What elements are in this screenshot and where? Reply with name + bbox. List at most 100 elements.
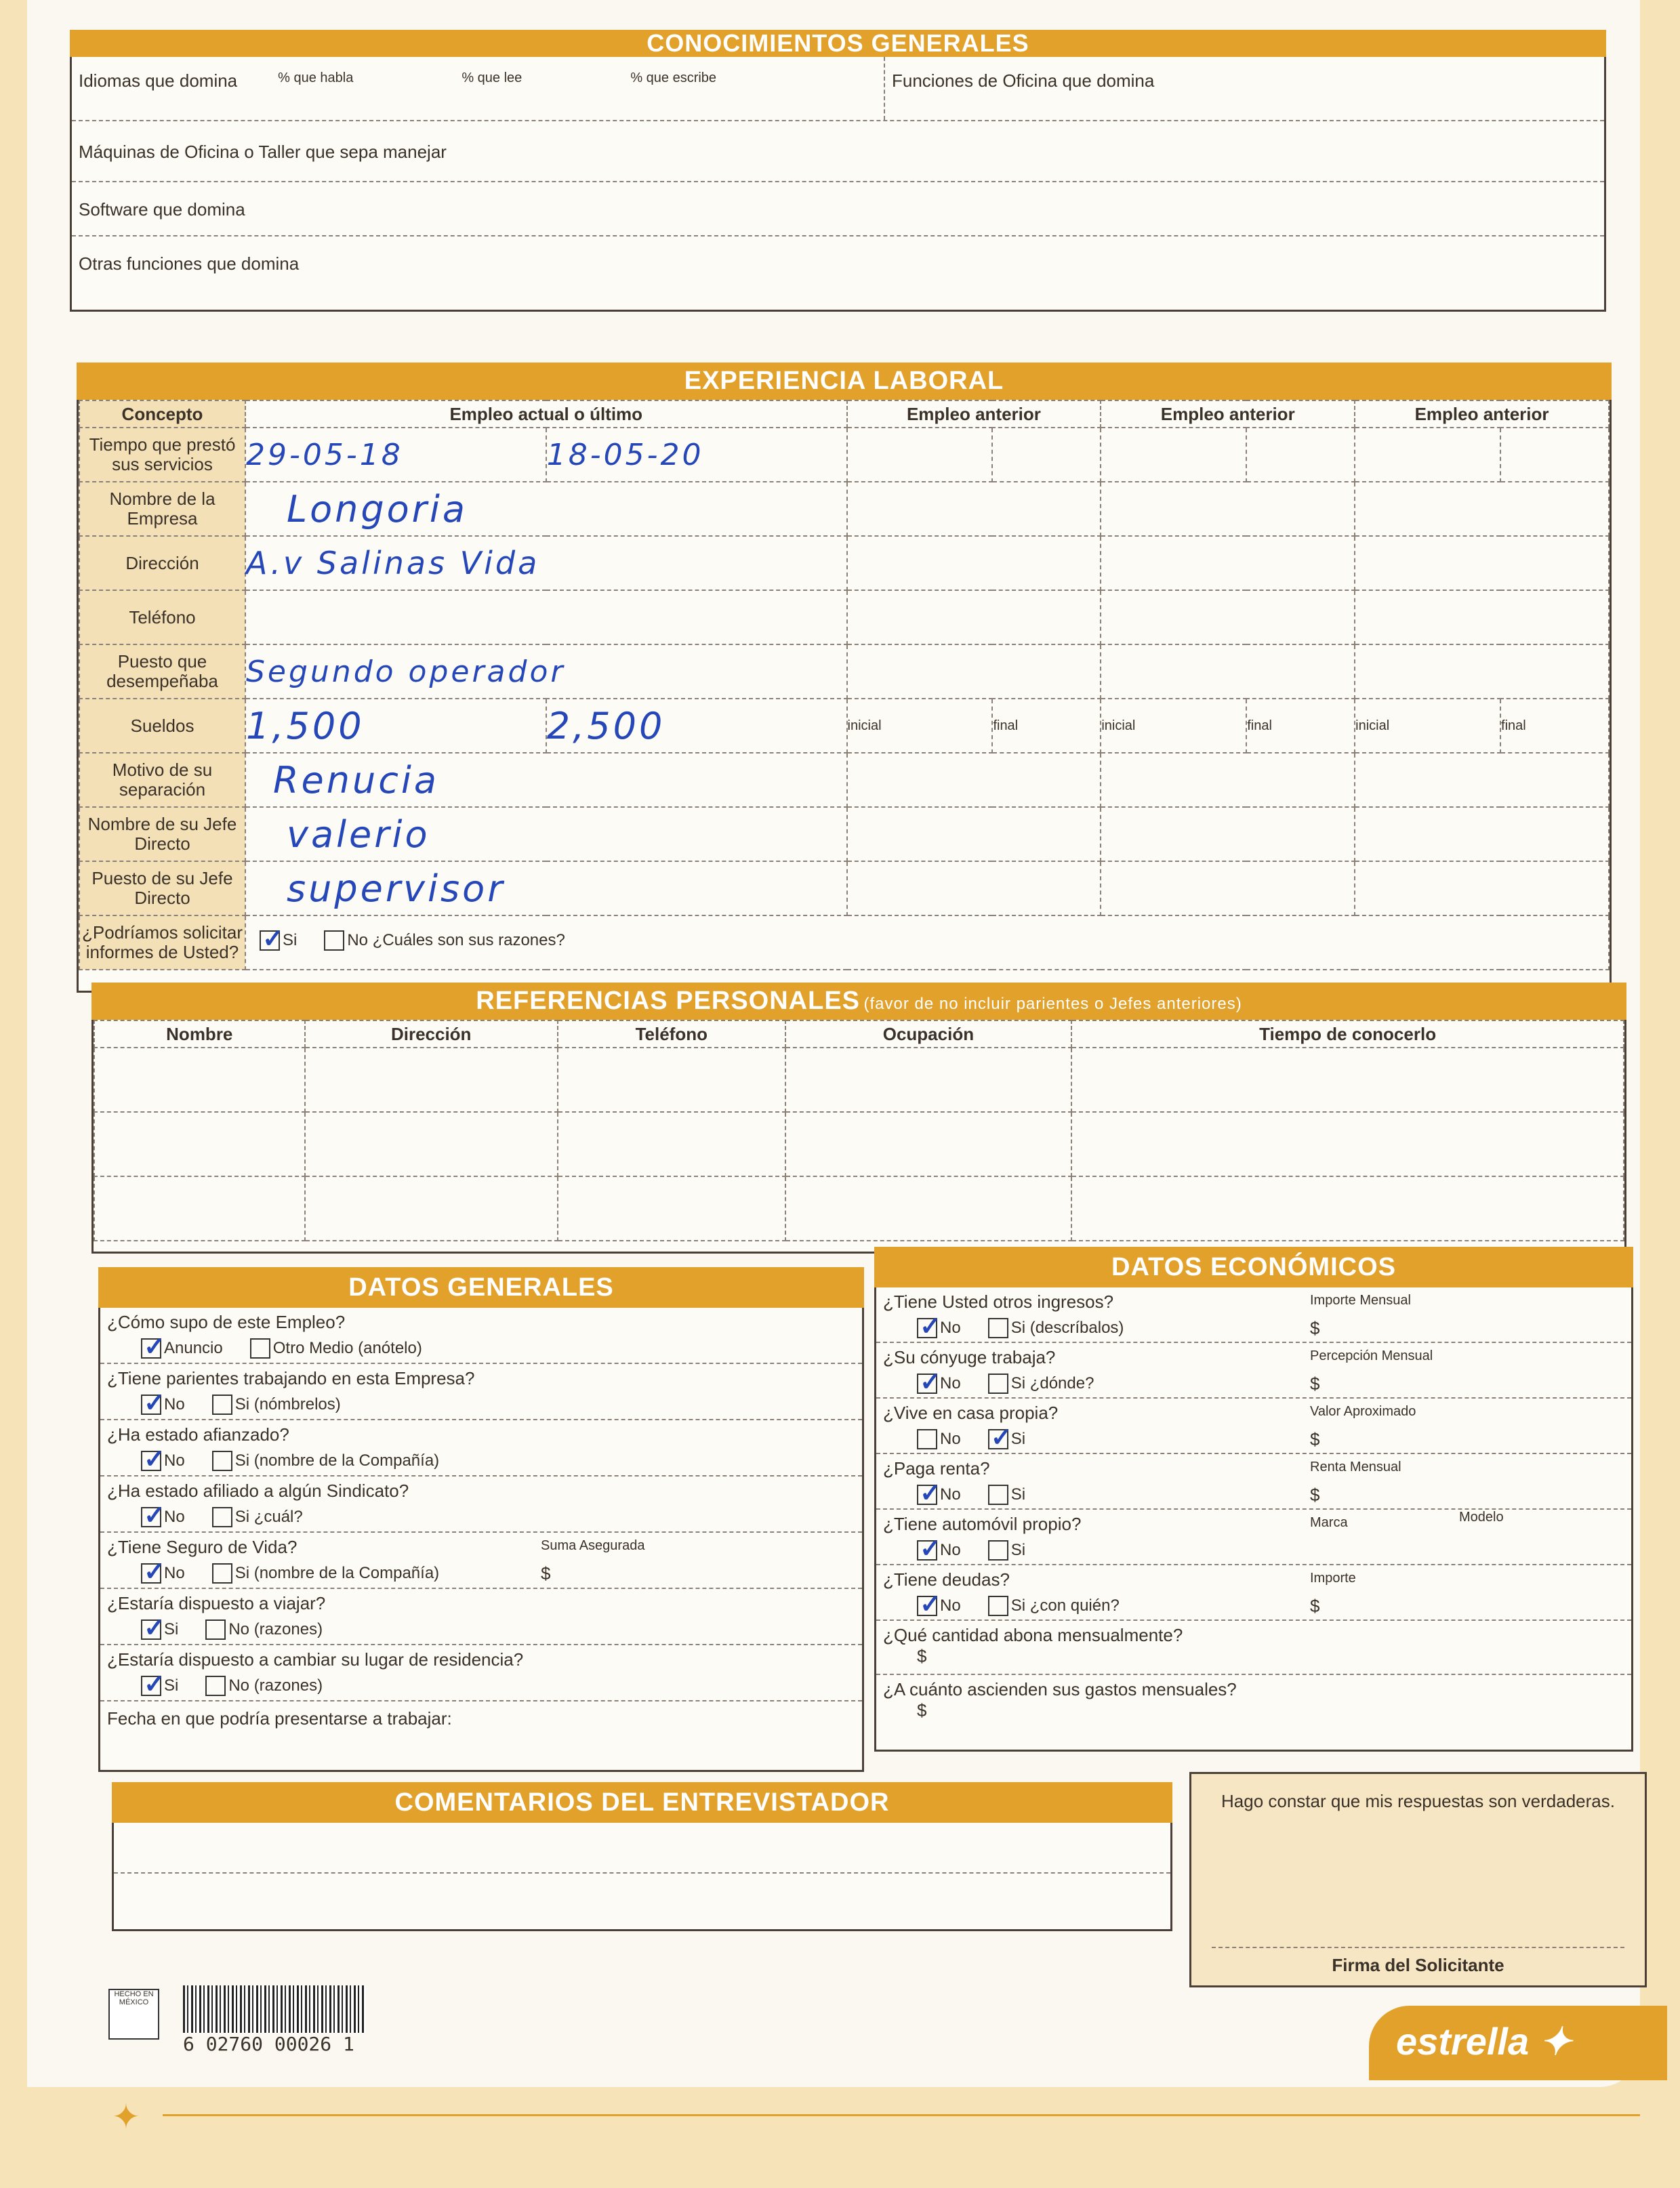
ant1-inicial: inicial [846,698,993,754]
actual-telefono[interactable] [245,590,848,645]
datos-generales-section: DATOS GENERALES ¿Cómo supo de este Emple… [98,1267,864,1772]
table-row[interactable] [94,1176,1624,1241]
row-label-sueldos: Sueldos [79,698,246,754]
informes-no-checkbox[interactable]: No ¿Cuáles son sus razones? [324,930,565,951]
option-checkbox[interactable]: Si ¿dónde? [987,1374,1094,1394]
gastos-field[interactable]: ¿A cuánto ascienden sus gastos mensuales… [883,1679,1237,1720]
referencias-section: REFERENCIAS PERSONALES (favor de no incl… [91,983,1626,1254]
star-icon: ✦ [112,2098,140,2136]
firma-label: Firma del Solicitante [1332,1955,1504,1975]
option-checkbox[interactable]: No [917,1533,961,1564]
otras-label: Otras funciones que domina [79,253,300,274]
question-label: ¿Tiene parientes trabajando en esta Empr… [107,1368,475,1388]
question-label: ¿Estaría dispuesto a viajar? [107,1593,326,1613]
amount-field[interactable]: $ [1310,1596,1320,1616]
actual-a[interactable]: 18-05-20 [545,427,848,482]
option-checkbox[interactable]: Si (descríbalos) [987,1318,1124,1338]
option-checkbox[interactable]: Si (nómbrelos) [211,1395,341,1415]
estrella-logo: estrella [1396,2020,1530,2063]
fecha-presentarse-field[interactable]: Fecha en que podría presentarse a trabaj… [107,1708,452,1729]
option-checkbox[interactable]: No (razones) [205,1676,323,1696]
option-checkbox[interactable]: Si [987,1422,1025,1453]
amount-field[interactable]: $ [1310,1374,1320,1394]
option-checkbox[interactable]: No [141,1500,185,1531]
question-label: ¿Vive en casa propia? [883,1403,1059,1423]
row-label-direccion: Dirección [79,535,246,591]
amount-field[interactable]: $ [1310,1485,1320,1505]
option-checkbox[interactable]: Si [141,1613,178,1643]
row-label-jefe: Nombre de su Jefe Directo [79,806,246,862]
table-row[interactable] [94,1111,1624,1177]
firma-section: Hago constar que mis respuestas son verd… [1189,1772,1647,1987]
ant1-a[interactable] [991,427,1102,482]
datos-economicos-section: DATOS ECONÓMICOS ¿Tiene Usted otros ingr… [874,1247,1633,1752]
software-field[interactable]: Software que domina [72,182,1604,236]
option-checkbox[interactable]: No [917,1367,961,1397]
amount-label: Marca [1310,1515,1348,1530]
option-checkbox[interactable]: Anuncio [141,1332,223,1362]
option-checkbox[interactable]: No [917,1311,961,1342]
option-checkbox[interactable]: No (razones) [205,1619,323,1640]
option-checkbox[interactable]: No [917,1589,961,1619]
question-row: ¿Tiene Seguro de Vida?No Si (nombre de la… [100,1533,862,1589]
otras-field[interactable]: Otras funciones que domina [72,236,1604,291]
option-checkbox[interactable]: Si ¿con quién? [987,1596,1120,1616]
amount-label: Renta Mensual [1310,1460,1401,1474]
question-row: ¿Su cónyuge trabaja?No Si ¿dónde? Percepci… [876,1343,1631,1399]
option-checkbox[interactable]: No [917,1429,961,1449]
actual-de[interactable]: 29-05-18 [245,427,547,482]
question-row: ¿Tiene parientes trabajando en esta Empr… [100,1364,862,1420]
actual-sueldo-final[interactable]: 2,500 [545,698,848,754]
option-checkbox[interactable]: Si (nombre de la Compañía) [211,1451,439,1471]
section-title: DATOS GENERALES [98,1267,864,1308]
actual-sueldo-inicial[interactable]: 1,500 [245,698,547,754]
option-checkbox[interactable]: Si ¿cuál? [211,1507,303,1527]
question-row: ¿Tiene Usted otros ingresos?No Si (descrí… [876,1287,1631,1343]
amount-field[interactable]: $ [541,1563,551,1584]
actual-direccion[interactable]: A.v Salinas Vida [245,535,848,591]
amount-field[interactable]: $ [1310,1318,1320,1338]
option-checkbox[interactable]: No [917,1478,961,1508]
actual-jefe[interactable]: valerio [245,806,848,862]
actual-puesto[interactable]: Segundo operador [245,644,848,699]
ant3-de[interactable] [1354,427,1502,482]
option-checkbox[interactable]: Otro Medio (anótelo) [249,1338,422,1359]
option-checkbox[interactable]: No [141,1444,185,1474]
comentarios-line[interactable] [114,1874,1170,1924]
amount-label: Percepción Mensual [1310,1348,1433,1363]
question-row: ¿Cómo supo de este Empleo?Anuncio Otro Me… [100,1308,862,1364]
comentarios-section: COMENTARIOS DEL ENTREVISTADOR [112,1782,1172,1931]
option-checkbox[interactable]: Si [987,1540,1025,1561]
anterior-header-2: Empleo anterior [1100,400,1356,428]
table-row[interactable] [94,1047,1624,1113]
maquinas-field[interactable]: Máquinas de Oficina o Taller que sepa ma… [72,121,1604,182]
question-row: ¿Ha estado afianzado?No Si (nombre de la … [100,1420,862,1477]
ant3-a[interactable] [1500,427,1610,482]
col-tiempo: Tiempo de conocerlo [1071,1020,1624,1048]
pct-lee-label: % que lee [462,70,523,85]
amount-field[interactable]: $ [1310,1429,1320,1449]
ant2-a[interactable] [1246,427,1356,482]
option-checkbox[interactable]: No [141,1556,185,1587]
modelo-label: Modelo [1459,1510,1504,1525]
option-checkbox[interactable]: Si (nombre de la Compañía) [211,1563,439,1584]
amount-label: Valor Aproximado [1310,1404,1416,1419]
funciones-label: Funciones de Oficina que domina [892,70,1155,91]
actual-puesto-jefe[interactable]: supervisor [245,861,848,916]
question-row: ¿Paga renta?No Si Renta Mensual $ [876,1454,1631,1510]
made-in-mexico-logo: HECHO EN MÉXICO [108,1989,159,2040]
abona-field[interactable]: ¿Qué cantidad abona mensualmente? $ [876,1621,1631,1675]
idiomas-label: Idiomas que domina [79,70,238,91]
ant1-de[interactable] [846,427,993,482]
option-checkbox[interactable]: Si [987,1485,1025,1505]
informes-si-checkbox[interactable]: Si [260,924,297,954]
actual-motivo[interactable]: Renucia [245,752,848,808]
ant2-de[interactable] [1100,427,1248,482]
comentarios-line[interactable] [114,1823,1170,1874]
row-label-puesto-jefe: Puesto de su Jefe Directo [79,861,246,916]
amount-label: Suma Asegurada [541,1538,645,1553]
informes-label: ¿Podríamos solicitar informes de Usted? [79,915,246,970]
actual-empresa[interactable]: Longoria [245,481,848,537]
option-checkbox[interactable]: Si [141,1669,178,1699]
option-checkbox[interactable]: No [141,1388,185,1418]
